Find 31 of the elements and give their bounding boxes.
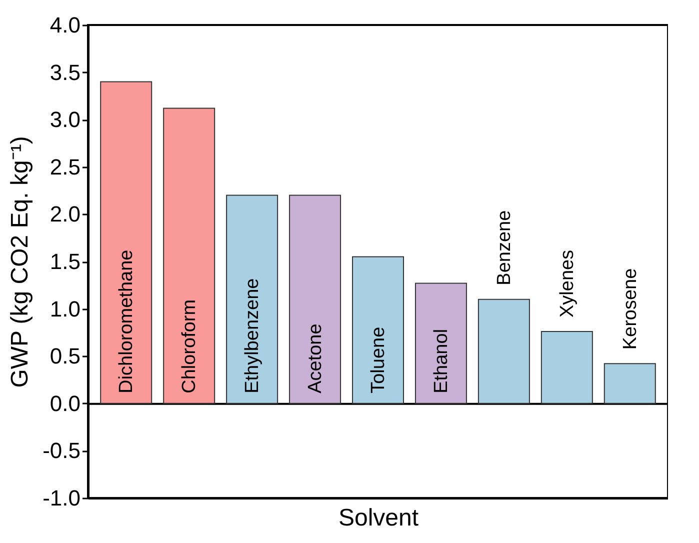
y-tick-label: 2.5	[50, 154, 80, 180]
x-tick-label: Xylenes	[556, 250, 578, 318]
bar	[540, 331, 593, 404]
y-tick-label: 3.0	[50, 107, 80, 132]
x-tick-label: Chloroform	[179, 299, 200, 394]
x-tick-label: Ethylbenzene	[242, 278, 264, 394]
bar	[414, 282, 467, 404]
x-axis-title: Solvent	[338, 504, 419, 532]
y-tick-label: -1.0	[42, 486, 80, 510]
x-tick-label: Dichloromethane	[116, 250, 138, 394]
bar	[163, 108, 216, 404]
x-tick-label: Acetone	[305, 324, 326, 394]
x-tick-label: Kerosene	[620, 268, 641, 350]
bar	[100, 81, 152, 404]
x-tick-label: Ethanol	[430, 328, 452, 394]
y-tick-label: 2.0	[50, 202, 80, 227]
y-tick-label: 4.0	[50, 12, 80, 38]
x-tick-label: Benzene	[494, 210, 515, 286]
x-tick-label: Toluene	[368, 326, 389, 394]
y-tick-label: 3.5	[50, 60, 80, 85]
y-tick-label: 0.5	[50, 344, 80, 369]
bar	[604, 363, 656, 404]
y-axis-title: GWP (kg CO2 Eq. kg⁻¹)	[6, 136, 34, 388]
bar	[352, 256, 404, 404]
y-tick-label: -0.5	[42, 438, 80, 464]
y-tick-label: 1.0	[50, 296, 80, 322]
bar	[289, 194, 342, 404]
bar	[478, 298, 530, 404]
y-tick-label: 1.5	[50, 249, 80, 274]
y-tick-label: 0.0	[50, 390, 80, 416]
bar	[226, 194, 278, 404]
